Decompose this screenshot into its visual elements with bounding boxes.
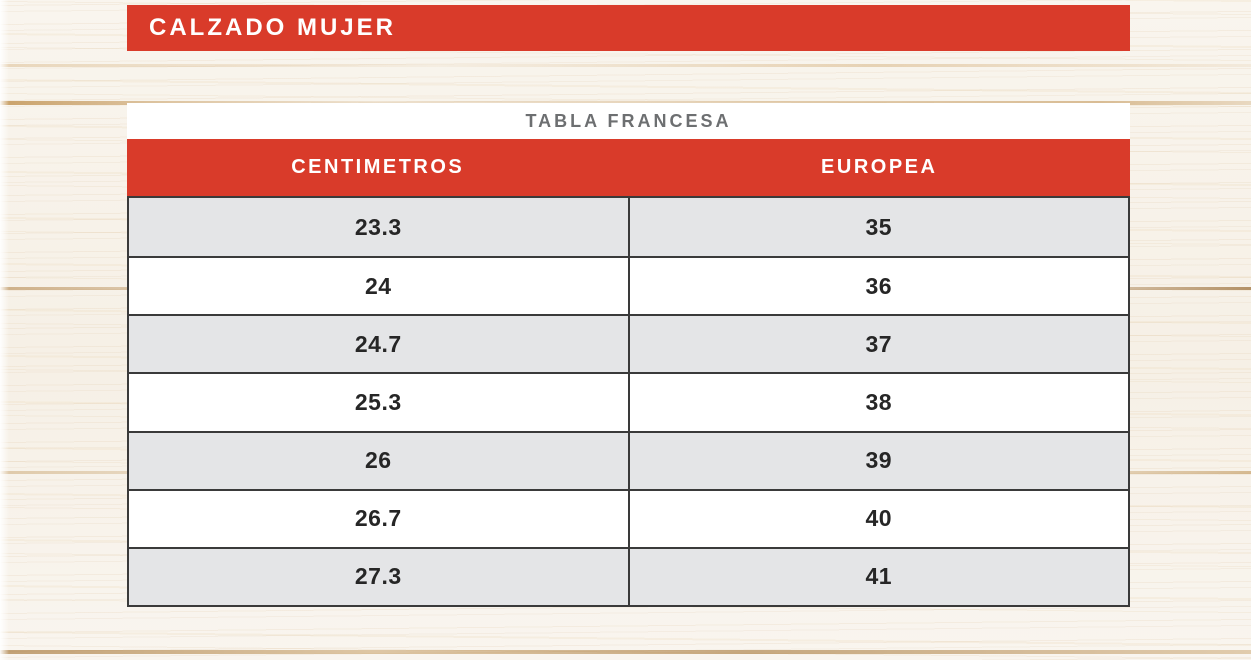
size-chart-header-row: CENTIMETROS EUROPEA bbox=[127, 139, 1130, 196]
cm-value: 26.7 bbox=[129, 490, 630, 547]
cm-value: 23.3 bbox=[129, 198, 630, 257]
table-row: 24.7 37 bbox=[129, 314, 1128, 373]
table-row: 25.3 38 bbox=[129, 372, 1128, 431]
table-row: 26.7 40 bbox=[129, 488, 1128, 547]
size-chart-panel: TABLA FRANCESA CENTIMETROS EUROPEA 23.3 … bbox=[127, 103, 1130, 607]
eu-value: 38 bbox=[629, 374, 1128, 431]
column-header-centimetros: CENTIMETROS bbox=[291, 156, 465, 178]
size-chart-body: 23.3 35 24 36 24.7 37 25.3 38 26 39 26.7… bbox=[127, 196, 1130, 607]
wood-edge-highlight bbox=[0, 0, 9, 660]
cm-value: 24.7 bbox=[129, 316, 630, 373]
table-row: 24 36 bbox=[129, 256, 1128, 315]
category-banner-label: CALZADO MUJER bbox=[149, 14, 396, 41]
table-row: 26 39 bbox=[129, 430, 1128, 489]
cm-value: 27.3 bbox=[129, 548, 630, 605]
category-banner: CALZADO MUJER bbox=[127, 5, 1130, 51]
eu-value: 41 bbox=[629, 548, 1128, 605]
size-chart-caption: TABLA FRANCESA bbox=[127, 103, 1130, 139]
eu-value: 37 bbox=[629, 316, 1128, 373]
eu-value: 39 bbox=[629, 432, 1128, 489]
eu-value: 35 bbox=[629, 198, 1128, 257]
table-row: 27.3 41 bbox=[129, 546, 1128, 605]
cm-value: 25.3 bbox=[129, 374, 630, 431]
eu-value: 36 bbox=[629, 258, 1128, 315]
column-header-europea: EUROPEA bbox=[821, 156, 938, 178]
cm-value: 24 bbox=[129, 258, 630, 315]
cm-value: 26 bbox=[129, 432, 630, 489]
eu-value: 40 bbox=[629, 490, 1128, 547]
table-row: 23.3 35 bbox=[129, 198, 1128, 257]
